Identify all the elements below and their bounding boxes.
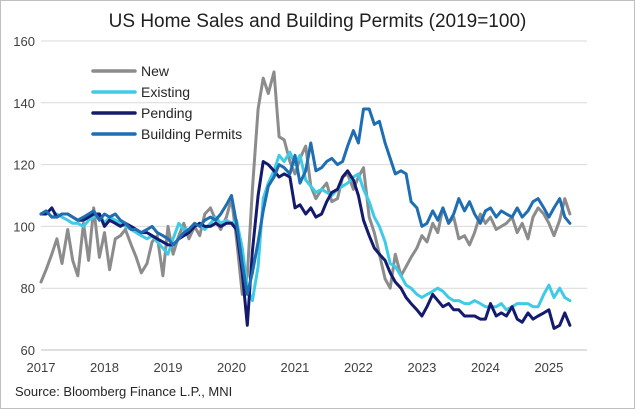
x-tick-label: 2024 [471,360,500,375]
series-line-pending [39,160,572,330]
legend-label: New [141,63,170,79]
x-tick-label: 2021 [280,360,309,375]
legend-label: Pending [141,105,192,121]
y-tick-label: 140 [13,96,35,111]
y-tick-label: 120 [13,158,35,173]
x-tick-label: 2018 [90,360,119,375]
y-tick-label: 80 [21,281,35,296]
x-tick-label: 2023 [407,360,436,375]
x-tick-label: 2020 [217,360,246,375]
x-tick-label: 2025 [534,360,563,375]
legend-label: Existing [141,84,190,100]
x-tick-label: 2019 [154,360,183,375]
x-tick-label: 2017 [27,360,56,375]
y-tick-label: 100 [13,219,35,234]
source-note: Source: Bloomberg Finance L.P., MNI [15,384,233,399]
y-tick-label: 160 [13,34,35,49]
series-line-new [39,70,572,296]
chart-title: US Home Sales and Building Permits (2019… [108,11,527,32]
y-tick-label: 60 [21,343,35,358]
legend-label: Building Permits [141,126,242,142]
x-tick-label: 2022 [344,360,373,375]
series-line-building-permits [39,107,572,296]
series-line-existing [39,150,572,312]
